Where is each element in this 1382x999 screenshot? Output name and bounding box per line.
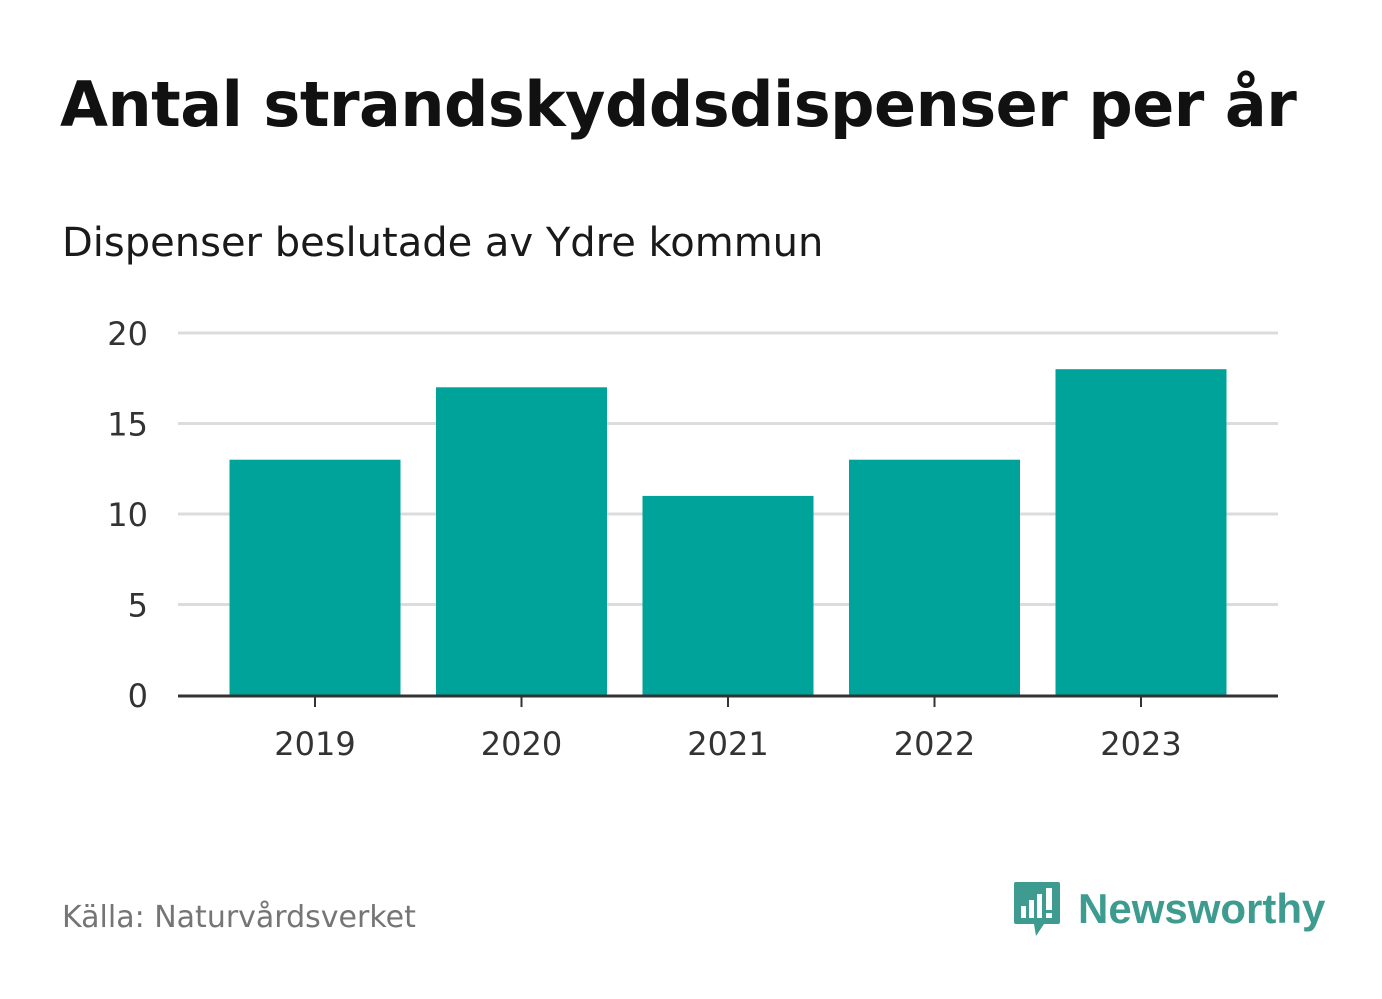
x-tick-label: 2019: [274, 725, 355, 763]
chart-title: Antal strandskyddsdispenser per år: [60, 68, 1297, 141]
brand-logo: Newsworthy: [1012, 880, 1325, 938]
x-tick-label: 2021: [687, 725, 768, 763]
bar: [436, 387, 607, 695]
x-tick-label: 2022: [894, 725, 975, 763]
bar: [849, 459, 1020, 695]
x-tick-label: 2023: [1100, 725, 1181, 763]
chart-subtitle: Dispenser beslutade av Ydre kommun: [62, 220, 824, 266]
bar: [229, 459, 401, 695]
bar: [642, 495, 814, 695]
brand-name: Newsworthy: [1078, 885, 1326, 932]
y-tick-label: 10: [107, 496, 148, 534]
bar-chart-speech-bubble-icon: [1014, 882, 1060, 936]
y-tick-label: 15: [107, 406, 148, 444]
source-note: Källa: Naturvårdsverket: [62, 900, 416, 935]
x-tick-label: 2020: [481, 725, 562, 763]
y-tick-label: 0: [128, 677, 148, 715]
y-tick-label: 5: [128, 587, 148, 625]
bar: [1055, 369, 1227, 695]
y-tick-label: 20: [107, 315, 148, 353]
